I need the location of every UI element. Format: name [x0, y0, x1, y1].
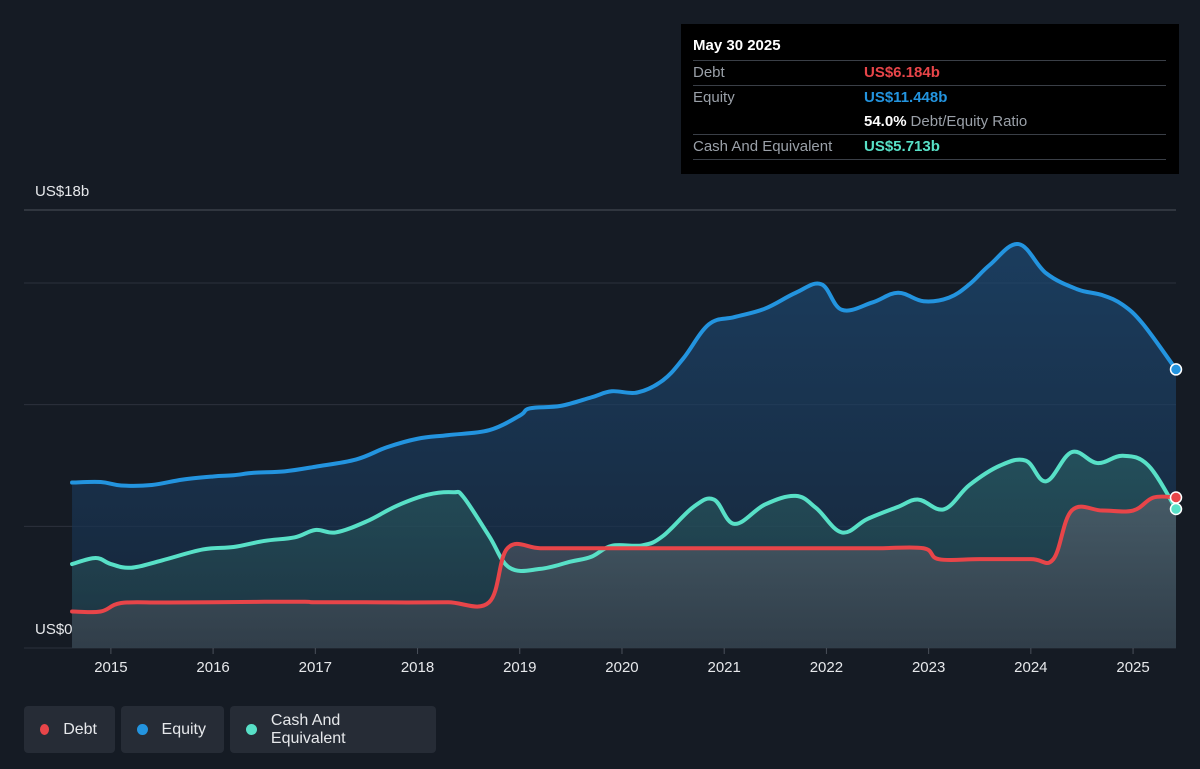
legend-item-cash[interactable]: Cash And Equivalent: [230, 706, 436, 753]
x-tick-label: 2025: [1116, 659, 1149, 676]
series-areas: [72, 243, 1177, 648]
x-axis-ticks: 2015 2016 2017 2018 2019 2020 2021 2022 2023 2024…: [94, 648, 1150, 676]
tooltip-cash-row: Cash And Equivalent US$5.713b: [693, 134, 1166, 159]
tooltip-ratio-row: 54.0% Debt/Equity Ratio: [693, 110, 1166, 134]
debt-dot-icon: [40, 724, 50, 735]
x-tick-label: 2022: [810, 659, 843, 676]
legend-item-debt[interactable]: Debt: [24, 706, 115, 753]
x-tick-label: 2021: [708, 659, 741, 676]
data-tooltip: May 30 2025 Debt US$6.184b Equity US$11.…: [681, 24, 1179, 174]
x-tick-label: 2020: [605, 659, 638, 676]
series-lines: [70, 242, 1178, 615]
tooltip-equity-value: US$11.448b: [864, 89, 948, 106]
tooltip-divider: [693, 159, 1166, 160]
tooltip-ratio-label: Debt/Equity Ratio: [910, 113, 1028, 130]
legend-item-equity[interactable]: Equity: [121, 706, 224, 753]
cash-line: [70, 449, 1178, 573]
tooltip-debt-value: US$6.184b: [864, 64, 940, 81]
x-tick-label: 2019: [503, 659, 536, 676]
tooltip-date: May 30 2025: [693, 37, 781, 54]
debt-area: [72, 496, 1177, 648]
tooltip-cash-label: Cash And Equivalent: [693, 138, 833, 155]
x-tick-label: 2015: [94, 659, 127, 676]
cash-dot-icon: [246, 724, 257, 735]
tooltip-debt-row: Debt US$6.184b: [693, 60, 1166, 85]
y-axis-max-label: US$18b: [35, 183, 90, 200]
cash-end-marker: [1169, 502, 1183, 516]
x-tick-label: 2023: [912, 659, 945, 676]
end-markers: [1169, 363, 1183, 516]
tooltip-equity-row: Equity US$11.448b: [693, 85, 1166, 110]
debt-end-marker: [1169, 491, 1183, 504]
tooltip-debt-label: Debt: [693, 64, 725, 81]
legend-label-equity: Equity: [161, 720, 206, 738]
debt-line: [70, 494, 1178, 615]
x-tick-label: 2017: [299, 659, 332, 676]
equity-end-marker: [1169, 363, 1183, 376]
x-tick-label: 2016: [196, 659, 229, 676]
tooltip-ratio-value: 54.0%: [864, 113, 907, 130]
tooltip-cash-value: US$5.713b: [864, 138, 940, 155]
tooltip-equity-label: Equity: [693, 89, 735, 106]
legend-label-cash: Cash And Equivalent: [270, 711, 346, 747]
x-tick-label: 2018: [401, 659, 434, 676]
chart-legend: Debt Equity Cash And Equivalent: [24, 706, 436, 753]
y-axis-min-label: US$0: [35, 621, 73, 638]
equity-line: [70, 242, 1178, 488]
legend-label-debt: Debt: [63, 720, 97, 738]
x-tick-label: 2024: [1014, 659, 1047, 676]
equity-dot-icon: [137, 724, 148, 735]
